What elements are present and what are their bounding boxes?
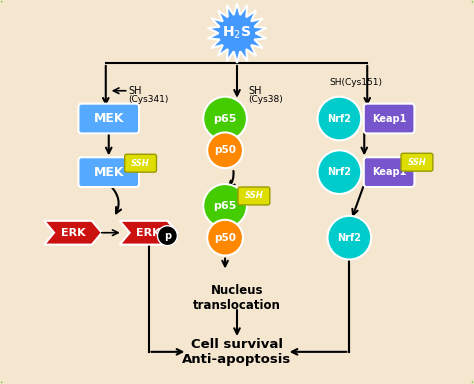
Circle shape	[157, 226, 177, 246]
Text: MEK: MEK	[93, 112, 124, 125]
FancyBboxPatch shape	[364, 104, 414, 133]
Text: Nrf2: Nrf2	[328, 167, 351, 177]
Circle shape	[207, 132, 243, 168]
FancyBboxPatch shape	[238, 187, 270, 205]
Circle shape	[328, 216, 371, 260]
Circle shape	[207, 220, 243, 255]
Text: p50: p50	[214, 233, 236, 243]
Text: ERK: ERK	[136, 228, 161, 238]
Polygon shape	[44, 221, 102, 245]
Text: Keap1: Keap1	[372, 114, 406, 124]
Text: SH: SH	[248, 86, 262, 96]
Circle shape	[203, 97, 247, 141]
Text: Nrf2: Nrf2	[337, 233, 361, 243]
Text: SSH: SSH	[245, 192, 263, 200]
FancyBboxPatch shape	[78, 104, 139, 133]
Polygon shape	[208, 3, 266, 63]
Text: p65: p65	[213, 201, 237, 211]
Circle shape	[203, 184, 247, 228]
Text: Nrf2: Nrf2	[328, 114, 351, 124]
Text: H$_2$S: H$_2$S	[222, 25, 252, 41]
Text: Cell survival
Anti-apoptosis: Cell survival Anti-apoptosis	[182, 338, 292, 366]
Text: SH(Cys151): SH(Cys151)	[329, 78, 383, 87]
FancyBboxPatch shape	[125, 154, 156, 172]
FancyBboxPatch shape	[364, 157, 414, 187]
Circle shape	[318, 97, 361, 141]
Text: Nucleus
translocation: Nucleus translocation	[193, 284, 281, 312]
Text: (Cys341): (Cys341)	[128, 95, 169, 104]
Text: SSH: SSH	[131, 159, 150, 168]
Text: p: p	[164, 231, 171, 241]
Polygon shape	[120, 221, 177, 245]
FancyBboxPatch shape	[78, 157, 139, 187]
Text: p65: p65	[213, 114, 237, 124]
FancyBboxPatch shape	[401, 153, 433, 171]
Circle shape	[318, 150, 361, 194]
Text: ERK: ERK	[61, 228, 85, 238]
Text: MEK: MEK	[93, 166, 124, 179]
Text: p50: p50	[214, 145, 236, 155]
Text: (Cys38): (Cys38)	[248, 95, 283, 104]
Text: SH: SH	[128, 86, 142, 96]
Text: SSH: SSH	[408, 158, 426, 167]
Text: Keap1: Keap1	[372, 167, 406, 177]
